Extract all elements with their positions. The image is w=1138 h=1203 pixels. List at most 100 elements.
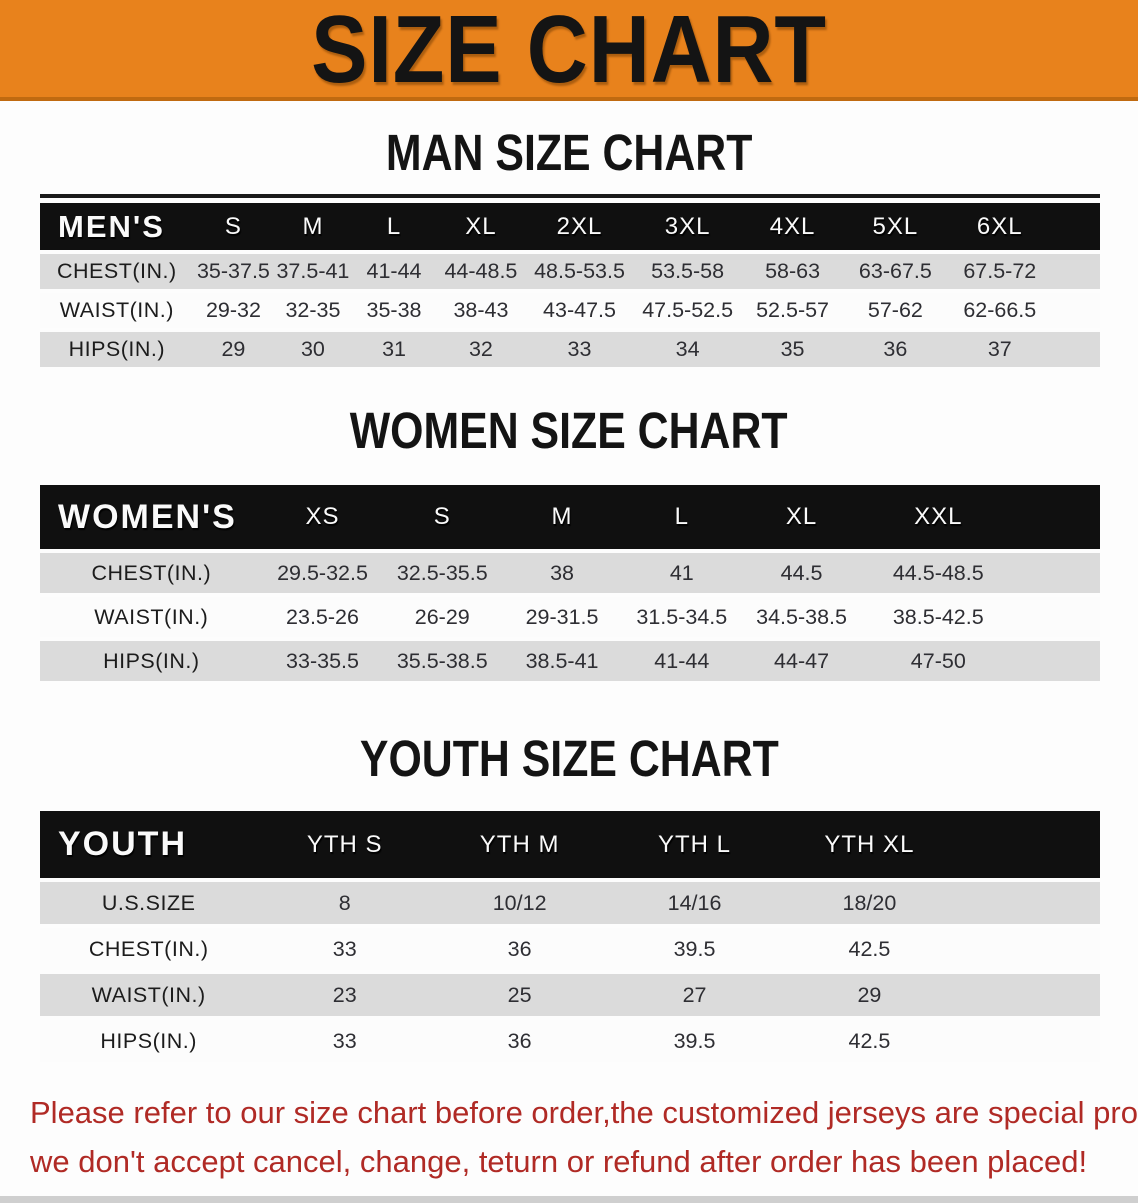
women-size-table-wrapper: WOMEN'S XS S M L XL XXL CHEST(IN.) 29.5-32.5 32.5… (40, 481, 1100, 685)
size-column-header: XXL (914, 503, 963, 530)
size-value-cell: 29 (857, 982, 882, 1007)
size-value-cell: 36 (883, 337, 908, 361)
size-value-cell: 32 (468, 337, 493, 361)
measurement-row-label: U.S.SIZE (101, 890, 196, 915)
measurement-row-label: CHEST(IN.) (57, 259, 177, 283)
bottom-divider (0, 1196, 1138, 1203)
row-filler-cell (957, 974, 1100, 1016)
table-row: HIPS(IN.) 33 36 39.5 42.5 (40, 1020, 1100, 1062)
row-filler-cell (1015, 641, 1100, 681)
size-value-cell: 31.5-34.5 (636, 604, 728, 629)
size-value-cell: 35-38 (366, 298, 422, 322)
table-row: WAIST(IN.) 29-32 32-35 35-38 38-43 43-47.5 47.… (40, 293, 1100, 328)
header-filler-cell (957, 811, 1100, 878)
man-size-chart-heading: MAN SIZE CHART (0, 125, 1138, 181)
size-value-cell: 37.5-41 (276, 259, 350, 283)
size-value-cell: 58-63 (765, 259, 821, 283)
table-row: U.S.SIZE 8 10/12 14/16 18/20 (40, 882, 1100, 924)
row-filler-cell (1051, 332, 1100, 367)
size-value-cell: 48.5-53.5 (534, 259, 625, 283)
size-value-cell: 36 (507, 1028, 532, 1053)
size-value-cell: 35.5-38.5 (396, 648, 488, 673)
size-value-cell: 33 (332, 1028, 357, 1053)
size-value-cell: 27 (682, 982, 707, 1007)
size-value-cell: 29.5-32.5 (277, 560, 368, 585)
size-column-header: 5XL (872, 212, 919, 240)
size-value-cell: 44-47 (774, 648, 830, 673)
size-value-cell: 30 (300, 337, 325, 361)
measurement-row-label: CHEST(IN.) (91, 560, 212, 585)
table-group-label: YOUTH (58, 825, 187, 863)
size-value-cell: 29-31.5 (525, 604, 599, 629)
size-value-cell: 42.5 (848, 936, 891, 961)
table-group-label: MEN'S (58, 208, 165, 244)
row-filler-cell (957, 882, 1100, 924)
table-row: CHEST(IN.) 35-37.5 37.5-41 41-44 44-48.5 48.5… (40, 254, 1100, 289)
size-value-cell: 41 (669, 560, 694, 585)
size-value-cell: 62-66.5 (963, 298, 1037, 322)
size-column-header: XS (305, 503, 340, 530)
size-value-cell: 25 (507, 982, 532, 1007)
size-value-cell: 8 (338, 890, 351, 915)
size-value-cell: 35-37.5 (196, 259, 270, 283)
youth-size-table: YOUTH YTH S YTH M YTH L YTH XL U.S.SIZE 8 10/12… (40, 807, 1100, 1066)
size-value-cell: 39.5 (673, 936, 716, 961)
size-column-header: L (674, 503, 689, 530)
size-value-cell: 53.5-58 (651, 259, 725, 283)
measurement-row-label: WAIST(IN.) (59, 298, 174, 322)
table-row: CHEST(IN.) 33 36 39.5 42.5 (40, 928, 1100, 970)
measurement-row-label: CHEST(IN.) (88, 936, 209, 961)
table-group-label: WOMEN'S (58, 497, 237, 536)
size-value-cell: 18/20 (842, 890, 897, 915)
size-column-header: 3XL (664, 212, 711, 240)
youth-size-table-wrapper: YOUTH YTH S YTH M YTH L YTH XL U.S.SIZE 8 10/12… (40, 807, 1100, 1066)
measurement-row-label: HIPS(IN.) (100, 1028, 197, 1053)
row-filler-cell (1051, 293, 1100, 328)
men-table-top-rule (40, 194, 1100, 198)
table-row: WAIST(IN.) 23 25 27 29 (40, 974, 1100, 1016)
banner-title: SIZE CHART (311, 0, 827, 103)
size-value-cell: 41-44 (366, 259, 422, 283)
size-column-header: 4XL (769, 212, 816, 240)
size-value-cell: 34 (675, 337, 700, 361)
table-header-row: MEN'S S M L XL 2XL 3XL 4XL 5XL 6XL (40, 203, 1100, 250)
size-value-cell: 32.5-35.5 (396, 560, 488, 585)
size-value-cell: 33 (332, 936, 357, 961)
size-column-header: XL (785, 503, 818, 530)
table-row: WAIST(IN.) 23.5-26 26-29 29-31.5 31.5-34.5 34… (40, 597, 1100, 637)
size-value-cell: 14/16 (667, 890, 722, 915)
size-column-header: XL (465, 212, 497, 240)
table-header-row: YOUTH YTH S YTH M YTH L YTH XL (40, 811, 1100, 878)
size-column-header: 2XL (556, 212, 603, 240)
size-value-cell: 34.5-38.5 (756, 604, 847, 629)
youth-size-chart-heading-text: YOUTH SIZE CHART (359, 730, 779, 787)
size-chart-banner: SIZE CHART (0, 0, 1138, 101)
size-value-cell: 44.5-48.5 (892, 560, 984, 585)
size-value-cell: 57-62 (867, 298, 923, 322)
size-value-cell: 33-35.5 (286, 648, 359, 673)
size-column-header: L (386, 212, 402, 240)
size-value-cell: 36 (507, 936, 532, 961)
size-value-cell: 33 (567, 337, 592, 361)
man-size-chart-heading-text: MAN SIZE CHART (385, 124, 753, 181)
row-filler-cell (957, 928, 1100, 970)
size-value-cell: 63-67.5 (858, 259, 932, 283)
size-value-cell: 38.5-41 (525, 648, 599, 673)
table-row: HIPS(IN.) 33-35.5 35.5-38.5 38.5-41 41-44 44-… (40, 641, 1100, 681)
size-value-cell: 38 (550, 560, 574, 585)
size-column-header: S (224, 212, 242, 240)
men-size-table-wrapper: MEN'S S M L XL 2XL 3XL 4XL 5XL 6XL CHEST(IN.) 35-37… (40, 194, 1100, 371)
table-row: CHEST(IN.) 29.5-32.5 32.5-35.5 38 41 44.5 44.5… (40, 553, 1100, 593)
header-filler-cell (1015, 485, 1100, 549)
women-size-chart-heading: WOMEN SIZE CHART (0, 403, 1138, 459)
measurement-row-label: WAIST(IN.) (91, 982, 206, 1007)
youth-size-chart-heading: YOUTH SIZE CHART (0, 731, 1138, 787)
size-column-header: M (551, 503, 573, 530)
size-value-cell: 43-47.5 (543, 298, 616, 322)
size-value-cell: 23 (332, 982, 357, 1007)
men-size-table: MEN'S S M L XL 2XL 3XL 4XL 5XL 6XL CHEST(IN.) 35-37… (40, 199, 1100, 371)
size-value-cell: 39.5 (673, 1028, 716, 1053)
table-row: HIPS(IN.) 29 30 31 32 33 34 35 36 37 (40, 332, 1100, 367)
size-value-cell: 41-44 (654, 648, 710, 673)
size-value-cell: 35 (780, 337, 805, 361)
